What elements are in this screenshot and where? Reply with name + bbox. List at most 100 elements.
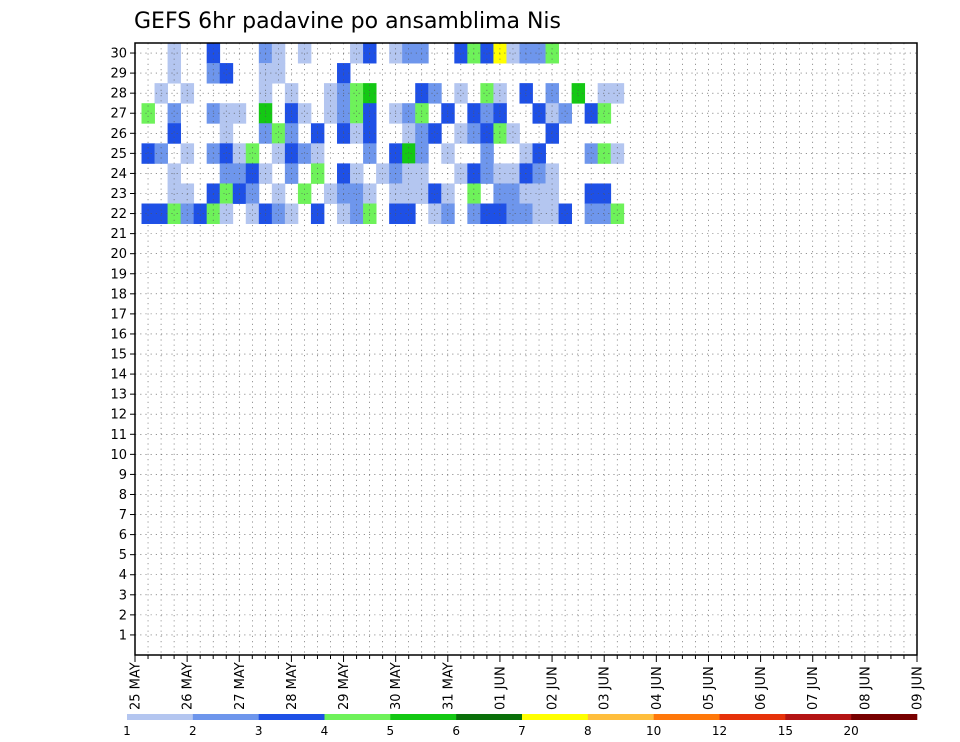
cell-168 xyxy=(402,203,416,224)
cell-137 xyxy=(350,183,364,204)
cell-35 xyxy=(480,83,494,104)
x-tick-label: 30 MAY xyxy=(389,662,404,710)
cell-3 xyxy=(271,43,286,64)
cell-100 xyxy=(480,143,494,164)
colorbar-swatch xyxy=(719,714,786,720)
cell-45 xyxy=(219,103,234,124)
colorbar-label: 15 xyxy=(778,724,793,738)
cell-41 xyxy=(610,83,625,104)
cell-83 xyxy=(545,123,559,144)
cell-0 xyxy=(167,43,182,64)
y-tick-label: 25 xyxy=(110,147,127,162)
x-tick-label: 03 JUN xyxy=(598,666,613,710)
cell-78 xyxy=(454,123,468,144)
chart-title: GEFS 6hr padavine po ansamblima Nis xyxy=(134,9,561,34)
y-tick-label: 21 xyxy=(110,227,127,242)
cell-133 xyxy=(271,183,286,204)
cell-177 xyxy=(545,203,559,224)
colorbar-swatch xyxy=(653,714,720,720)
colorbar-swatch xyxy=(258,714,325,720)
cell-161 xyxy=(271,203,286,224)
x-tick-label: 25 MAY xyxy=(129,662,144,710)
y-tick-label: 18 xyxy=(110,287,127,302)
cell-69 xyxy=(271,123,286,144)
cell-88 xyxy=(219,143,234,164)
y-tick-label: 5 xyxy=(119,548,127,563)
colorbar-label: 2 xyxy=(189,724,197,738)
colorbar-label: 8 xyxy=(584,724,592,738)
y-tick-label: 17 xyxy=(110,307,127,322)
x-tick-label: 27 MAY xyxy=(233,662,248,710)
cell-148 xyxy=(532,183,546,204)
colorbar-swatch xyxy=(192,714,259,720)
colorbar-label: 6 xyxy=(452,724,460,738)
cell-66 xyxy=(167,123,182,144)
cell-8 xyxy=(402,43,416,64)
cell-84 xyxy=(141,143,155,164)
cell-10 xyxy=(454,43,468,64)
colorbar-swatch xyxy=(522,714,589,720)
x-tick-label: 04 JUN xyxy=(650,666,665,710)
y-tick-label: 8 xyxy=(119,488,127,503)
y-tick-label: 3 xyxy=(119,588,127,603)
cell-152 xyxy=(141,203,155,224)
cell-165 xyxy=(350,203,364,224)
cell-150 xyxy=(584,183,599,204)
cell-180 xyxy=(597,203,612,224)
cell-159 xyxy=(245,203,260,224)
cell-38 xyxy=(545,83,559,104)
y-tick-label: 14 xyxy=(110,368,127,383)
cell-20 xyxy=(219,63,234,84)
y-tick-label: 29 xyxy=(110,67,127,82)
colorbar-label: 7 xyxy=(518,724,526,738)
cell-59 xyxy=(480,103,494,124)
colorbar-swatch xyxy=(390,714,457,720)
cell-61 xyxy=(532,103,546,124)
y-axis-ticks: 1234567891011121314151617181920212223242… xyxy=(110,47,135,643)
cell-97 xyxy=(402,143,416,164)
y-tick-label: 13 xyxy=(110,388,127,403)
colorbar-swatch xyxy=(587,714,654,720)
y-tick-label: 1 xyxy=(119,628,127,643)
y-tick-label: 4 xyxy=(119,568,127,583)
cell-40 xyxy=(597,83,612,104)
colorbar-swatch xyxy=(785,714,852,720)
cell-104 xyxy=(597,143,612,164)
cell-132 xyxy=(245,183,260,204)
x-tick-label: 07 JUN xyxy=(806,666,821,710)
colorbar-label: 3 xyxy=(255,724,263,738)
x-tick-label: 26 MAY xyxy=(181,662,196,710)
y-tick-label: 26 xyxy=(110,127,127,142)
cell-142 xyxy=(428,183,442,204)
cell-77 xyxy=(428,123,442,144)
cell-64 xyxy=(584,103,599,124)
cell-172 xyxy=(480,203,494,224)
cell-105 xyxy=(610,143,625,164)
cell-30 xyxy=(350,83,364,104)
cell-39 xyxy=(571,83,586,104)
cell-65 xyxy=(597,103,612,124)
x-axis-ticks: 25 MAY 26 MAY 27 MAY 28 MAY 29 MAY 30 MAY 31 M… xyxy=(129,655,926,710)
cell-55 xyxy=(402,103,416,124)
x-tick-label: 29 MAY xyxy=(337,662,352,710)
cell-73 xyxy=(350,123,364,144)
cell-28 xyxy=(323,83,338,104)
x-tick-label: 05 JUN xyxy=(702,666,717,710)
x-tick-label: 06 JUN xyxy=(754,666,769,710)
y-tick-label: 24 xyxy=(110,167,127,182)
y-tick-label: 30 xyxy=(110,47,127,62)
colorbar-swatch xyxy=(127,714,194,720)
y-tick-label: 2 xyxy=(119,608,127,623)
y-tick-label: 27 xyxy=(110,107,127,122)
y-tick-label: 12 xyxy=(110,408,127,423)
cell-80 xyxy=(480,123,494,144)
cell-67 xyxy=(219,123,234,144)
grid-lines xyxy=(135,43,917,655)
y-tick-label: 28 xyxy=(110,87,127,102)
cell-18 xyxy=(167,63,182,84)
cell-93 xyxy=(297,143,312,164)
cell-14 xyxy=(506,43,520,64)
cell-90 xyxy=(245,143,260,164)
colorbar-swatch xyxy=(324,714,391,720)
cell-146 xyxy=(506,183,520,204)
